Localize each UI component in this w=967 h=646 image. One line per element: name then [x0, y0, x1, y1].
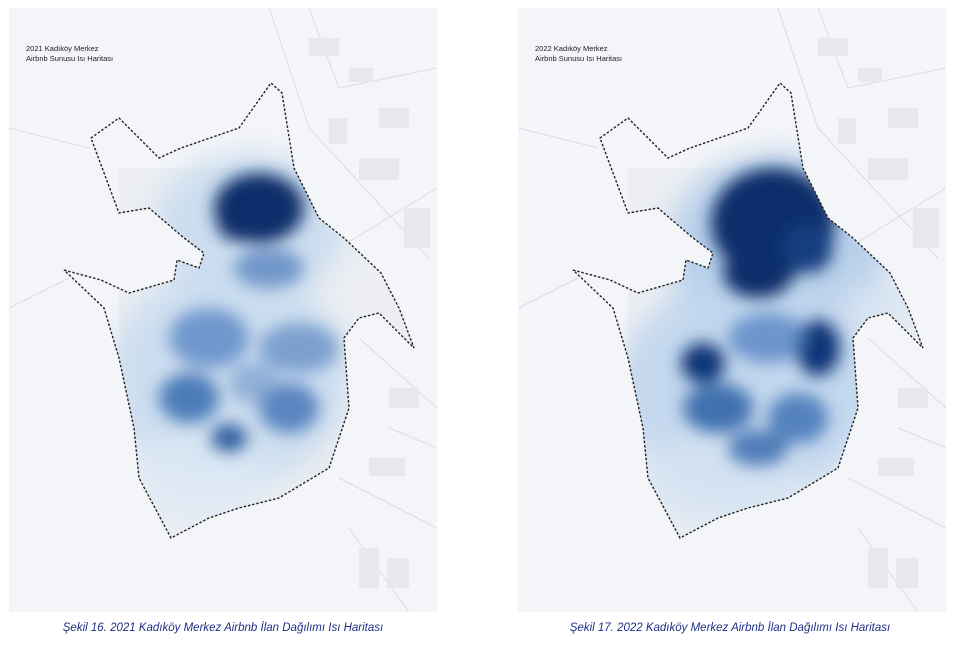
- map-title-2021: 2021 Kadıköy Merkez Airbnb Sunusu Isı Ha…: [26, 44, 113, 64]
- heatmap-2021-panel: 2021 Kadıköy Merkez Airbnb Sunusu Isı Ha…: [9, 8, 437, 612]
- figure-caption-16: Şekil 16. 2021 Kadıköy Merkez Airbnb İla…: [62, 622, 384, 634]
- district-boundary: [63, 81, 415, 539]
- heat-layer: [618, 153, 918, 528]
- heat-layer: [109, 153, 349, 523]
- heatmap-2022-panel: 2022 Kadıköy Merkez Airbnb Sunusu Isı Ha…: [518, 8, 946, 612]
- map-title-line2: Airbnb Sunusu Isı Haritası: [535, 54, 623, 63]
- map-title-line1: 2021 Kadıköy Merkez: [26, 44, 99, 53]
- heatmap-2021-map: [9, 8, 437, 612]
- map-title-line2: Airbnb Sunusu Isı Haritası: [26, 54, 114, 63]
- figure-caption-17: Şekil 17. 2022 Kadıköy Merkez Airbnb İla…: [569, 622, 891, 634]
- building-texture-outside: [818, 38, 939, 588]
- building-texture-outside: [309, 38, 430, 588]
- district-boundary: [572, 81, 924, 539]
- map-title-line1: 2022 Kadıköy Merkez: [535, 44, 608, 53]
- map-title-2022: 2022 Kadıköy Merkez Airbnb Sunusu Isı Ha…: [535, 44, 622, 64]
- heatmap-2022-map: [518, 8, 946, 612]
